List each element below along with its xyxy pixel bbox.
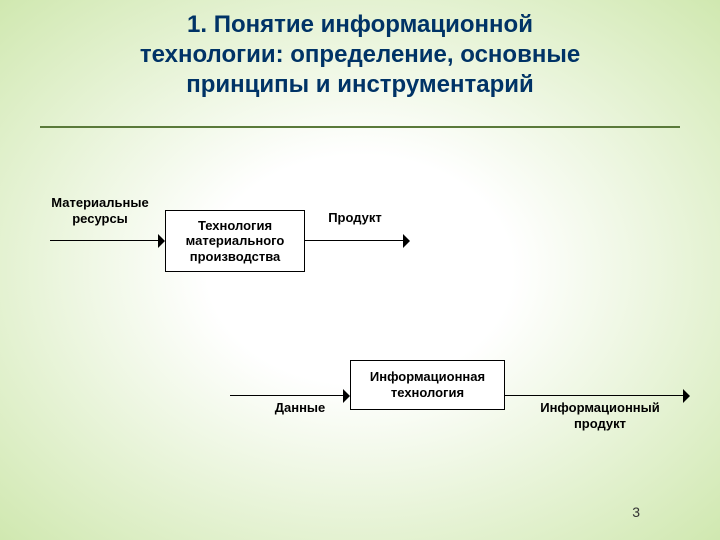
row2-output-label: Информационный продукт xyxy=(520,400,680,431)
title-underline xyxy=(40,126,680,128)
page-number: 3 xyxy=(632,504,640,520)
row1-arrow-out xyxy=(305,240,403,241)
row1-output-label: Продукт xyxy=(315,210,395,226)
row1-arrow-in xyxy=(50,240,158,241)
row2-process-box: Информационная технология xyxy=(350,360,505,410)
slide-title: 1. Понятие информационной технологии: оп… xyxy=(0,10,720,100)
row1-input-label: Материальные ресурсы xyxy=(40,195,160,226)
row2-arrow-out-head xyxy=(683,389,690,403)
row2-arrow-in-head xyxy=(343,389,350,403)
slide-root: 1. Понятие информационной технологии: оп… xyxy=(0,0,720,540)
row2-arrow-out xyxy=(505,395,683,396)
row2-input-label: Данные xyxy=(260,400,340,416)
row1-arrow-in-head xyxy=(158,234,165,248)
row2-arrow-in xyxy=(230,395,343,396)
row1-arrow-out-head xyxy=(403,234,410,248)
row1-process-box: Технология материального производства xyxy=(165,210,305,272)
